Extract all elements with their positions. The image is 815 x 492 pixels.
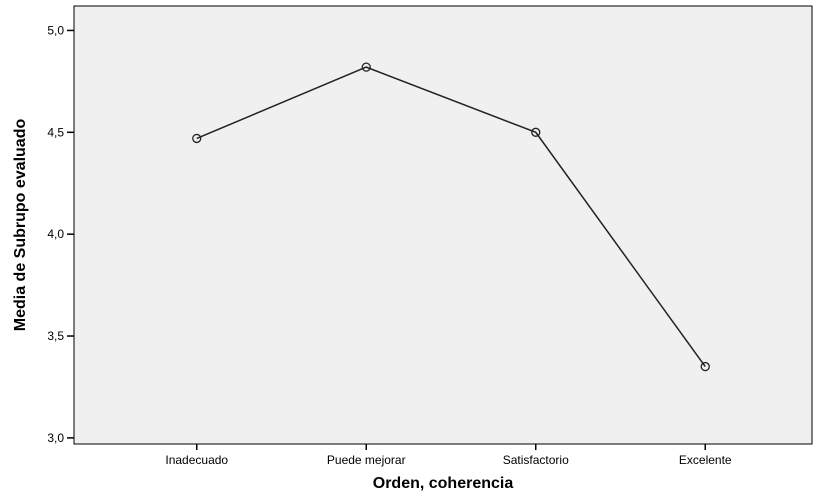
x-tick-label: Satisfactorio xyxy=(503,453,569,467)
x-tick-label: Inadecuado xyxy=(165,453,228,467)
x-tick-label: Excelente xyxy=(679,453,732,467)
y-axis-title: Media de Subrupo evaluado xyxy=(12,119,29,332)
series-path xyxy=(196,66,706,368)
y-tick-label: 3,5 xyxy=(47,329,64,343)
y-tick-label: 4,0 xyxy=(47,227,64,241)
data-point xyxy=(192,133,202,144)
series-line xyxy=(192,62,710,372)
y-axis: 3,0 3,5 4,0 4,5 5,0 xyxy=(47,23,74,445)
data-point xyxy=(361,62,371,72)
x-tick-label: Puede mejorar xyxy=(327,453,406,467)
y-tick-label: 5,0 xyxy=(47,23,64,37)
data-point xyxy=(700,361,710,372)
y-tick-label: 4,5 xyxy=(47,125,64,139)
y-tick-label: 3,0 xyxy=(47,431,64,445)
data-point xyxy=(531,127,541,137)
x-axis: Inadecuado Puede mejorar Satisfactorio Exce… xyxy=(165,444,732,467)
plot-area xyxy=(73,5,813,445)
x-axis-title: Orden, coherencia xyxy=(373,475,514,492)
